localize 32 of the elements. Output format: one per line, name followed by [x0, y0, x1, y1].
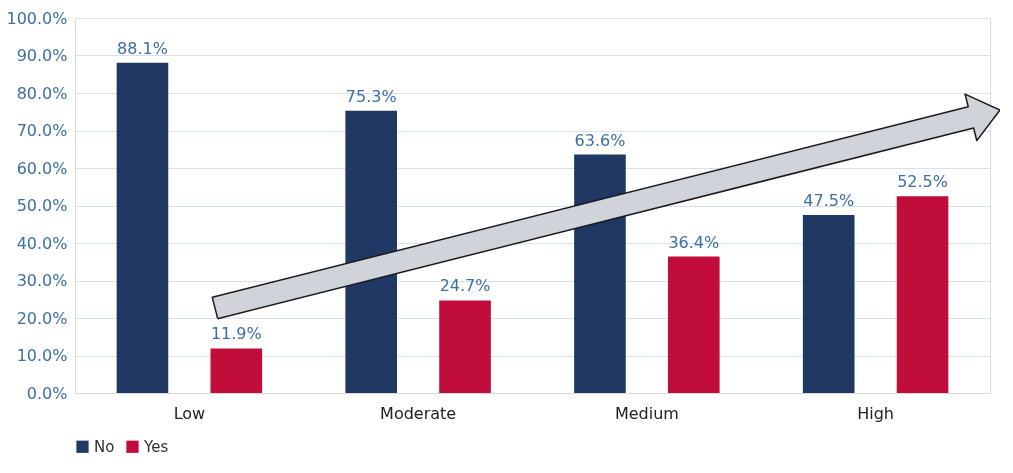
y-tick-label: 70.0%	[16, 121, 68, 140]
bar	[802, 214, 855, 393]
x-tick-label: Moderate	[380, 403, 457, 423]
y-tick-label: 40.0%	[16, 233, 68, 253]
y-tick-label: 90.0%	[16, 46, 68, 65]
y-tick-label: 60.0%	[16, 158, 68, 178]
bar	[667, 256, 720, 393]
bar	[896, 196, 949, 393]
y-tick-label: 100.0%	[6, 8, 68, 28]
y-tick-label: 80.0%	[16, 83, 68, 103]
y-tick-label: 0.0%	[26, 383, 68, 403]
data-label: 63.6%	[574, 130, 626, 150]
data-label: 75.3%	[345, 86, 397, 106]
bar	[116, 62, 169, 393]
x-tick-label: Low	[173, 403, 206, 423]
data-label: 36.4%	[668, 232, 720, 252]
legend-label: Yes	[143, 437, 169, 456]
y-tick-label: 10.0%	[16, 346, 68, 365]
bar	[210, 348, 263, 393]
y-tick-label: 50.0%	[16, 196, 68, 215]
data-label: 47.5%	[803, 190, 855, 210]
bar	[439, 300, 491, 393]
data-label: 24.7%	[439, 276, 491, 296]
y-tick-label: 20.0%	[16, 308, 68, 328]
data-label: 52.5%	[897, 172, 948, 192]
data-label: 88.1%	[117, 38, 168, 58]
x-tick-label: High	[857, 403, 895, 423]
bar	[345, 110, 398, 393]
x-tick-label: Medium	[614, 403, 679, 423]
y-tick-label: 30.0%	[16, 271, 68, 290]
legend-label: No	[94, 437, 115, 456]
data-label: 11.9%	[210, 324, 262, 344]
